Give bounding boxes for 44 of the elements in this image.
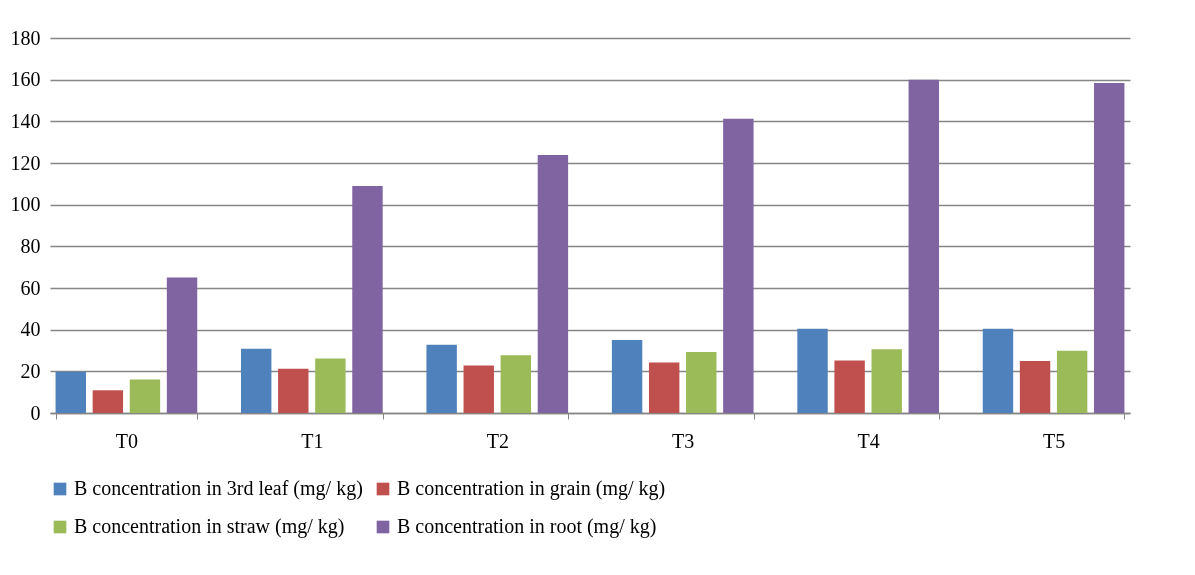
bar xyxy=(92,390,124,413)
y-tick-label: 100 xyxy=(10,193,41,216)
bar xyxy=(241,348,272,413)
bar xyxy=(723,118,754,413)
legend-label: B concentration in root (mg/ kg) xyxy=(397,515,657,538)
bar xyxy=(463,365,494,413)
bar xyxy=(315,358,346,413)
y-tick-label: 140 xyxy=(10,109,41,132)
bar xyxy=(611,339,643,413)
bar xyxy=(1019,360,1051,413)
bar xyxy=(797,328,828,413)
bar xyxy=(648,362,680,413)
bar xyxy=(908,79,939,413)
bar xyxy=(982,328,1014,413)
legend-label: B concentration in grain (mg/ kg) xyxy=(397,477,666,500)
y-tick-label: 40 xyxy=(20,318,41,341)
bar xyxy=(834,360,865,413)
bar xyxy=(537,154,569,413)
bar xyxy=(278,368,309,413)
bar xyxy=(129,379,161,413)
bar xyxy=(426,344,457,413)
legend-label: B concentration in straw (mg/ kg) xyxy=(74,515,345,538)
y-tick-label: 60 xyxy=(20,276,41,299)
y-tick-label: 80 xyxy=(20,234,41,257)
x-tick-label: T0 xyxy=(115,429,139,452)
y-tick-label: 160 xyxy=(10,68,41,91)
y-tick-label: 180 xyxy=(10,26,41,49)
bar xyxy=(1094,83,1125,413)
legend-label: B concentration in 3rd leaf (mg/ kg) xyxy=(74,477,363,500)
bar xyxy=(166,277,198,413)
x-tick-label: T5 xyxy=(1042,429,1066,452)
y-tick-label: 0 xyxy=(30,401,41,424)
bar xyxy=(500,355,532,413)
y-tick-label: 20 xyxy=(20,359,41,382)
bar xyxy=(871,349,902,413)
x-tick-label: T2 xyxy=(486,429,509,452)
x-tick-label: T1 xyxy=(301,429,324,452)
y-tick-label: 120 xyxy=(10,151,41,174)
bar xyxy=(55,371,86,413)
x-tick-label: T4 xyxy=(857,429,880,452)
bar xyxy=(686,351,717,413)
bar xyxy=(1056,350,1088,413)
x-tick-label: T3 xyxy=(672,429,695,452)
bar xyxy=(352,185,383,413)
